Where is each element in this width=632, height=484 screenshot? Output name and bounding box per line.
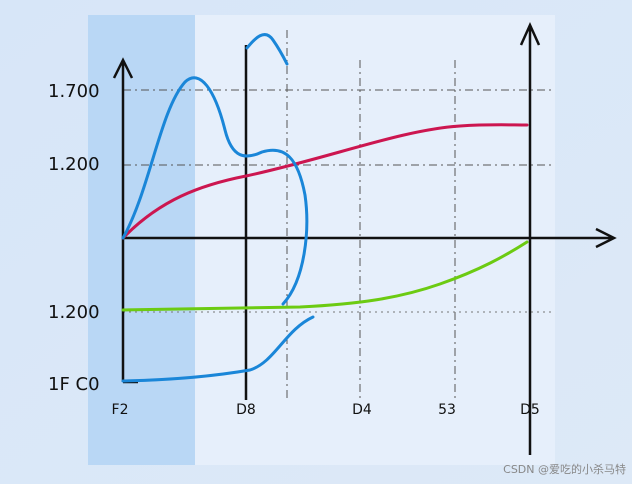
- blue-curve-bottom: [121, 315, 315, 383]
- y-label: 1.200: [48, 302, 100, 323]
- green-curve: [121, 240, 529, 312]
- y-label: 1.200: [48, 154, 100, 175]
- y-label: 1F C0: [48, 374, 100, 395]
- blue-curve-top: [245, 33, 289, 66]
- axes: [112, 21, 617, 455]
- curves: [121, 33, 529, 383]
- x-label: 53: [438, 402, 456, 418]
- x-label: D4: [352, 402, 372, 418]
- x-label: F2: [112, 402, 129, 418]
- y-label: 1.700: [48, 81, 100, 102]
- grid: [123, 30, 555, 400]
- x-label: D8: [236, 402, 256, 418]
- watermark: CSDN @爱吃的小杀马特: [503, 462, 626, 476]
- red-curve: [121, 123, 529, 240]
- highlight-strip: [88, 15, 195, 465]
- x-label: D5: [520, 402, 540, 418]
- blue-curve: [121, 76, 309, 306]
